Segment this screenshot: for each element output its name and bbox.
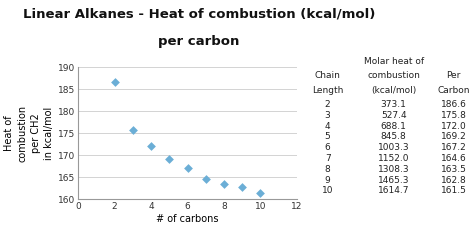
Text: 3: 3 xyxy=(325,111,330,120)
Text: 373.1: 373.1 xyxy=(381,100,407,109)
Text: Chain: Chain xyxy=(315,71,340,80)
Point xyxy=(147,144,155,148)
Text: 688.1: 688.1 xyxy=(381,122,407,131)
Point xyxy=(129,128,137,132)
Point xyxy=(184,166,191,169)
Text: per carbon: per carbon xyxy=(158,35,240,48)
Text: (kcal/mol): (kcal/mol) xyxy=(371,86,416,95)
Text: Molar heat of: Molar heat of xyxy=(364,57,424,66)
Text: 164.6: 164.6 xyxy=(441,154,466,163)
Text: 8: 8 xyxy=(325,165,330,174)
Text: 167.2: 167.2 xyxy=(441,143,466,152)
Text: 162.8: 162.8 xyxy=(441,175,466,185)
Text: 161.5: 161.5 xyxy=(440,186,466,195)
Y-axis label: Heat of
combustion
per CH2
in kcal/mol: Heat of combustion per CH2 in kcal/mol xyxy=(4,105,54,162)
Point xyxy=(111,80,118,84)
Text: Carbon: Carbon xyxy=(438,86,470,95)
Point xyxy=(165,157,173,161)
Text: 163.5: 163.5 xyxy=(440,165,466,174)
Text: 2: 2 xyxy=(325,100,330,109)
Point xyxy=(238,185,246,189)
Text: combustion: combustion xyxy=(367,71,420,80)
Text: Per: Per xyxy=(447,71,461,80)
Text: Length: Length xyxy=(312,86,343,95)
Text: 6: 6 xyxy=(325,143,330,152)
Text: 169.2: 169.2 xyxy=(441,132,466,142)
Point xyxy=(202,177,210,181)
Text: 527.4: 527.4 xyxy=(381,111,407,120)
Text: 5: 5 xyxy=(325,132,330,142)
Text: 4: 4 xyxy=(325,122,330,131)
Text: 186.6: 186.6 xyxy=(440,100,466,109)
Point xyxy=(220,182,228,186)
Text: 1614.7: 1614.7 xyxy=(378,186,410,195)
Text: 1308.3: 1308.3 xyxy=(378,165,410,174)
Text: 1152.0: 1152.0 xyxy=(378,154,410,163)
Text: Linear Alkanes - Heat of combustion (kcal/mol): Linear Alkanes - Heat of combustion (kca… xyxy=(23,7,375,20)
X-axis label: # of carbons: # of carbons xyxy=(156,214,219,224)
Text: 10: 10 xyxy=(322,186,333,195)
Text: 1003.3: 1003.3 xyxy=(378,143,410,152)
Text: 7: 7 xyxy=(325,154,330,163)
Text: 1465.3: 1465.3 xyxy=(378,175,410,185)
Text: 845.8: 845.8 xyxy=(381,132,407,142)
Text: 9: 9 xyxy=(325,175,330,185)
Point xyxy=(256,191,264,195)
Text: 175.8: 175.8 xyxy=(440,111,466,120)
Text: 172.0: 172.0 xyxy=(441,122,466,131)
